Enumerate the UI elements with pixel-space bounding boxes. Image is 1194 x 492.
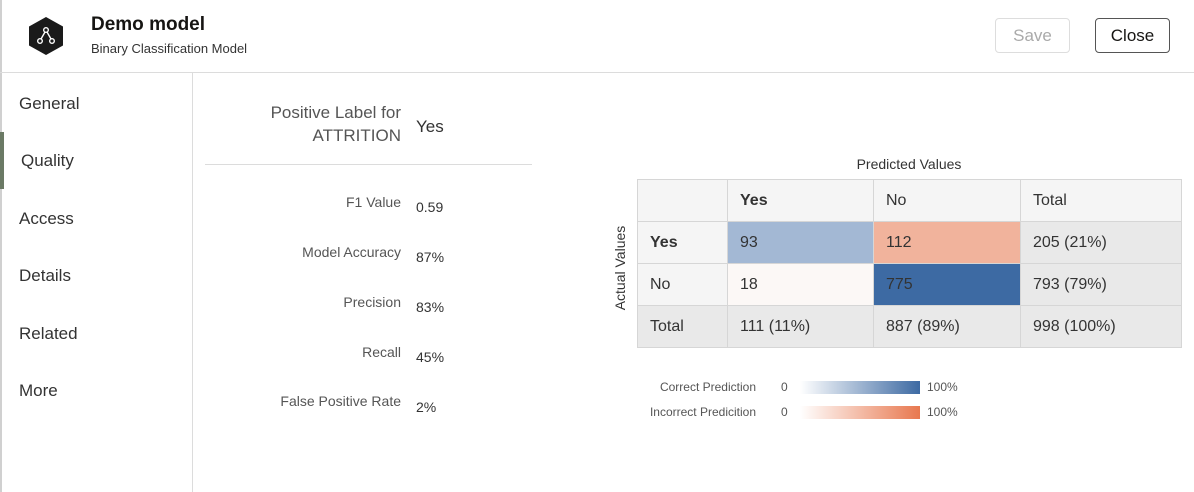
matrix-cell: 18 [727,263,874,306]
row-header: Total [637,305,728,348]
positive-label-heading: Positive Label for ATTRITION [271,101,401,147]
sidebar-item-quality[interactable]: Quality [0,132,192,189]
row-header: Yes [637,221,728,264]
total-cell: 205 (21%) [1020,221,1182,264]
column-header: No [873,179,1021,222]
legend-incorrect-gradient [800,406,920,419]
sidebar-item-details[interactable]: Details [19,265,71,285]
page-subtitle: Binary Classification Model [91,41,248,56]
matrix-cell: 775 [873,263,1021,306]
save-button[interactable]: Save [995,18,1070,53]
metric-label: Model Accuracy [302,244,401,260]
actual-values-title: Actual Values [612,225,628,311]
metric-value: 0.59 [416,199,444,215]
sidebar-item-related[interactable]: Related [19,323,78,343]
confusion-matrix: Yes No Total Yes 93 112 205 (21%) No 18 … [637,179,1182,348]
legend-incorrect-label: Incorrect Predicition [649,405,756,419]
positive-label-line2: ATTRITION [312,126,401,145]
total-cell: 887 (89%) [873,305,1021,348]
model-icon [29,17,63,55]
row-header: No [637,263,728,306]
total-cell: 111 (11%) [727,305,874,348]
close-button[interactable]: Close [1095,18,1170,53]
metric-label: F1 Value [346,194,401,210]
sidebar-item-general[interactable]: General [19,93,80,113]
sidebar: General Quality Access Details Related M… [0,73,193,492]
positive-label-line1: Positive Label for [270,103,401,122]
predicted-values-title: Predicted Values [856,156,962,172]
header: Demo model Binary Classification Model S… [0,0,1194,73]
metric-value: 87% [416,249,445,265]
divider [205,164,532,165]
legend-min: 0 [781,380,788,394]
metric-value: 45% [416,349,445,365]
corner-cell [637,179,728,222]
sidebar-item-access[interactable]: Access [19,208,74,228]
matrix-cell: 93 [727,221,874,264]
sidebar-item-more[interactable]: More [19,380,58,400]
legend-correct-label: Correct Prediction [659,380,756,394]
metric-label: Precision [343,294,401,310]
metric-value: 2% [416,399,437,415]
metric-label: Recall [362,344,401,360]
metric-label: False Positive Rate [280,393,401,409]
column-header: Total [1020,179,1182,222]
matrix-cell: 112 [873,221,1021,264]
legend-correct-gradient [800,381,920,394]
total-cell: 793 (79%) [1020,263,1182,306]
positive-label-value: Yes [416,117,444,136]
legend-max: 100% [927,405,958,419]
column-header: Yes [727,179,874,222]
metric-value: 83% [416,299,445,315]
legend-min: 0 [781,405,788,419]
legend-max: 100% [927,380,958,394]
total-cell: 998 (100%) [1020,305,1182,348]
page-title: Demo model [91,14,206,35]
